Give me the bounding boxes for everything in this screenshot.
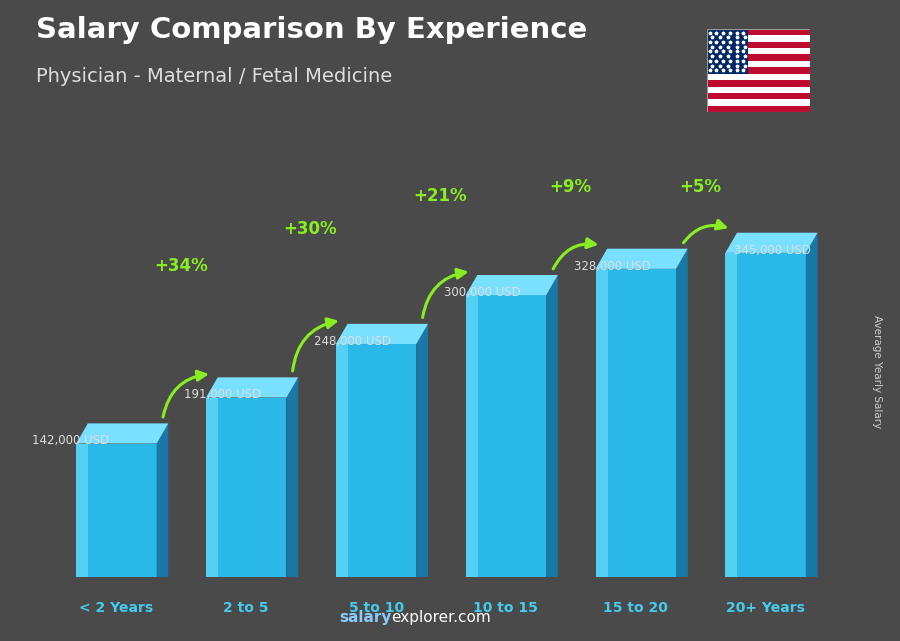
Bar [706,67,810,74]
Polygon shape [465,275,558,295]
Bar [706,87,810,93]
Polygon shape [76,444,88,577]
Polygon shape [206,378,298,397]
Text: 5 to 10: 5 to 10 [348,601,403,615]
Polygon shape [157,424,168,577]
Text: 10 to 15: 10 to 15 [473,601,538,615]
Text: +5%: +5% [679,178,721,196]
Text: 300,000 USD: 300,000 USD [445,286,521,299]
Text: 142,000 USD: 142,000 USD [32,435,110,447]
Polygon shape [596,269,608,577]
Text: < 2 Years: < 2 Years [79,601,154,615]
Polygon shape [806,233,817,577]
Text: +9%: +9% [549,178,591,196]
Bar [706,74,810,80]
Text: 345,000 USD: 345,000 USD [734,244,811,257]
Bar [76,444,157,577]
Polygon shape [286,378,298,577]
Polygon shape [206,397,218,577]
Text: explorer.com: explorer.com [392,610,491,625]
Text: salary: salary [339,610,392,625]
Polygon shape [465,295,478,577]
Text: 191,000 USD: 191,000 USD [184,388,261,401]
Polygon shape [676,249,688,577]
Text: +21%: +21% [413,187,467,205]
Bar [725,253,806,577]
Text: Physician - Maternal / Fetal Medicine: Physician - Maternal / Fetal Medicine [36,67,392,87]
Text: 2 to 5: 2 to 5 [223,601,269,615]
Polygon shape [546,275,558,577]
Bar [706,42,810,48]
Polygon shape [596,249,688,269]
Polygon shape [725,233,817,253]
Text: +30%: +30% [284,220,338,238]
Polygon shape [336,324,428,344]
Text: +34%: +34% [154,257,208,275]
Bar [706,61,810,67]
Polygon shape [417,324,428,577]
Text: 328,000 USD: 328,000 USD [574,260,651,272]
Text: 15 to 20: 15 to 20 [603,601,668,615]
Bar [706,48,810,54]
Bar [706,80,810,87]
Text: 248,000 USD: 248,000 USD [314,335,392,348]
Polygon shape [725,253,737,577]
Bar [706,29,748,74]
Polygon shape [336,344,348,577]
Bar [706,29,810,35]
Bar [206,397,286,577]
Bar [706,35,810,42]
Bar [706,99,810,106]
Text: Salary Comparison By Experience: Salary Comparison By Experience [36,16,587,44]
Bar [465,295,546,577]
Text: 20+ Years: 20+ Years [726,601,805,615]
Text: Average Yearly Salary: Average Yearly Salary [872,315,883,428]
Bar [596,269,676,577]
Bar [706,54,810,61]
Bar [706,93,810,99]
Bar [336,344,417,577]
Bar [706,106,810,112]
Polygon shape [76,424,168,444]
